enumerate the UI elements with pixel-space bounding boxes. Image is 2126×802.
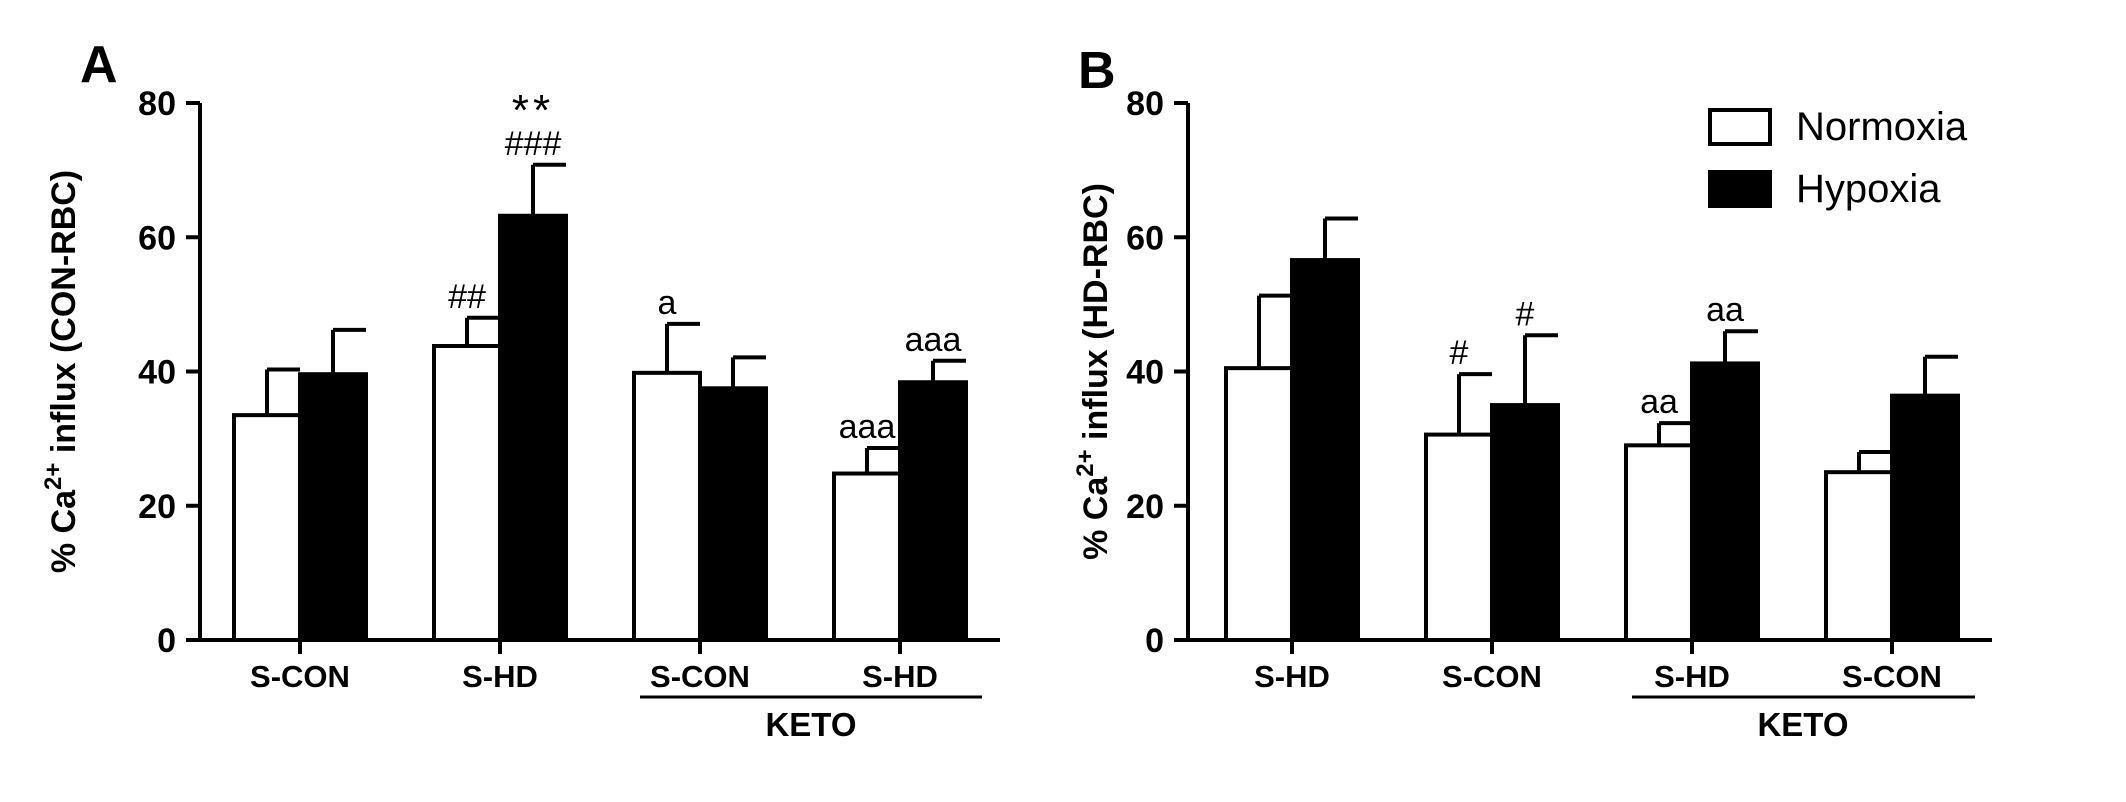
y-tick-label: 60 — [138, 219, 176, 257]
x-tick-label: S-HD — [1654, 659, 1730, 694]
x-tick-label: S-CON — [650, 659, 750, 694]
bar-normoxia — [1824, 470, 1894, 642]
significance-mark: ## — [448, 278, 486, 316]
y-tick-label: 80 — [1126, 85, 1164, 123]
bar-hypoxia — [1690, 361, 1760, 642]
y-axis-label-sup: 2+ — [1072, 449, 1099, 476]
chart-panel-b: B 0 20 40 60 80 S-HD S-CON S-HD S-CON KETO % Ca2+ i… — [1072, 42, 1992, 743]
y-tick-label: 80 — [138, 85, 176, 123]
y-tick-label: 0 — [157, 622, 176, 660]
significance-mark: # — [1450, 334, 1469, 372]
panel-label: B — [1078, 42, 1116, 100]
legend-swatch-normoxia — [1708, 108, 1772, 146]
legend-swatch-hypoxia — [1708, 170, 1772, 208]
bar-normoxia — [1424, 432, 1494, 642]
y-axis-label-prefix: % Ca — [1077, 476, 1115, 560]
x-tick-label: S-HD — [1254, 659, 1330, 694]
significance-mark: ### — [505, 125, 562, 163]
bar-normoxia — [1224, 366, 1294, 642]
bar-hypoxia — [898, 380, 968, 642]
significance-mark: aaa — [839, 408, 896, 446]
significance-mark: aa — [1706, 291, 1744, 329]
significance-mark: aaa — [905, 321, 962, 359]
x-tick-label: S-CON — [1442, 659, 1542, 694]
bar-normoxia — [232, 413, 302, 642]
y-axis-label-suffix: influx (CON-RBC) — [45, 170, 83, 463]
bar-normoxia — [1624, 443, 1694, 642]
group-label: KETO — [765, 706, 856, 743]
bar-normoxia — [832, 471, 902, 642]
bar-hypoxia — [698, 386, 768, 642]
y-tick-label: 60 — [1126, 219, 1164, 257]
significance-mark: a — [658, 284, 677, 322]
significance-mark: # — [1516, 295, 1535, 333]
x-tick-label: S-HD — [862, 659, 938, 694]
significance-mark: aa — [1640, 383, 1678, 421]
y-tick-label: 0 — [1145, 622, 1164, 660]
bar-hypoxia — [1490, 403, 1560, 642]
y-tick-label: 40 — [1126, 354, 1164, 392]
panel-label: A — [80, 36, 118, 94]
y-axis-label-prefix: % Ca — [45, 489, 83, 573]
legend-label: Normoxia — [1796, 105, 1968, 149]
bar-hypoxia — [1890, 393, 1960, 643]
legend: Normoxia Hypoxia — [1708, 105, 1968, 211]
y-tick-label: 40 — [138, 354, 176, 392]
y-axis-label-sup: 2+ — [40, 463, 67, 490]
x-tick-label: S-HD — [462, 659, 538, 694]
y-axis-label: % Ca2+ influx (CON-RBC) — [40, 170, 83, 573]
significance-stars: ** — [512, 86, 554, 135]
y-axis-label-suffix: influx (HD-RBC) — [1077, 183, 1115, 449]
group-label: KETO — [1757, 706, 1848, 743]
y-tick-label: 20 — [138, 488, 176, 526]
bar-hypoxia — [298, 372, 368, 642]
bar-hypoxia — [498, 213, 568, 643]
bar-normoxia — [632, 370, 702, 642]
bar-hypoxia — [1290, 258, 1360, 642]
x-tick-label: S-CON — [1842, 659, 1942, 694]
y-axis-label: % Ca2+ influx (HD-RBC) — [1072, 183, 1115, 560]
x-tick-label: S-CON — [250, 659, 350, 694]
y-tick-label: 20 — [1126, 488, 1164, 526]
bar-normoxia — [432, 343, 502, 642]
legend-label: Hypoxia — [1796, 167, 1941, 211]
